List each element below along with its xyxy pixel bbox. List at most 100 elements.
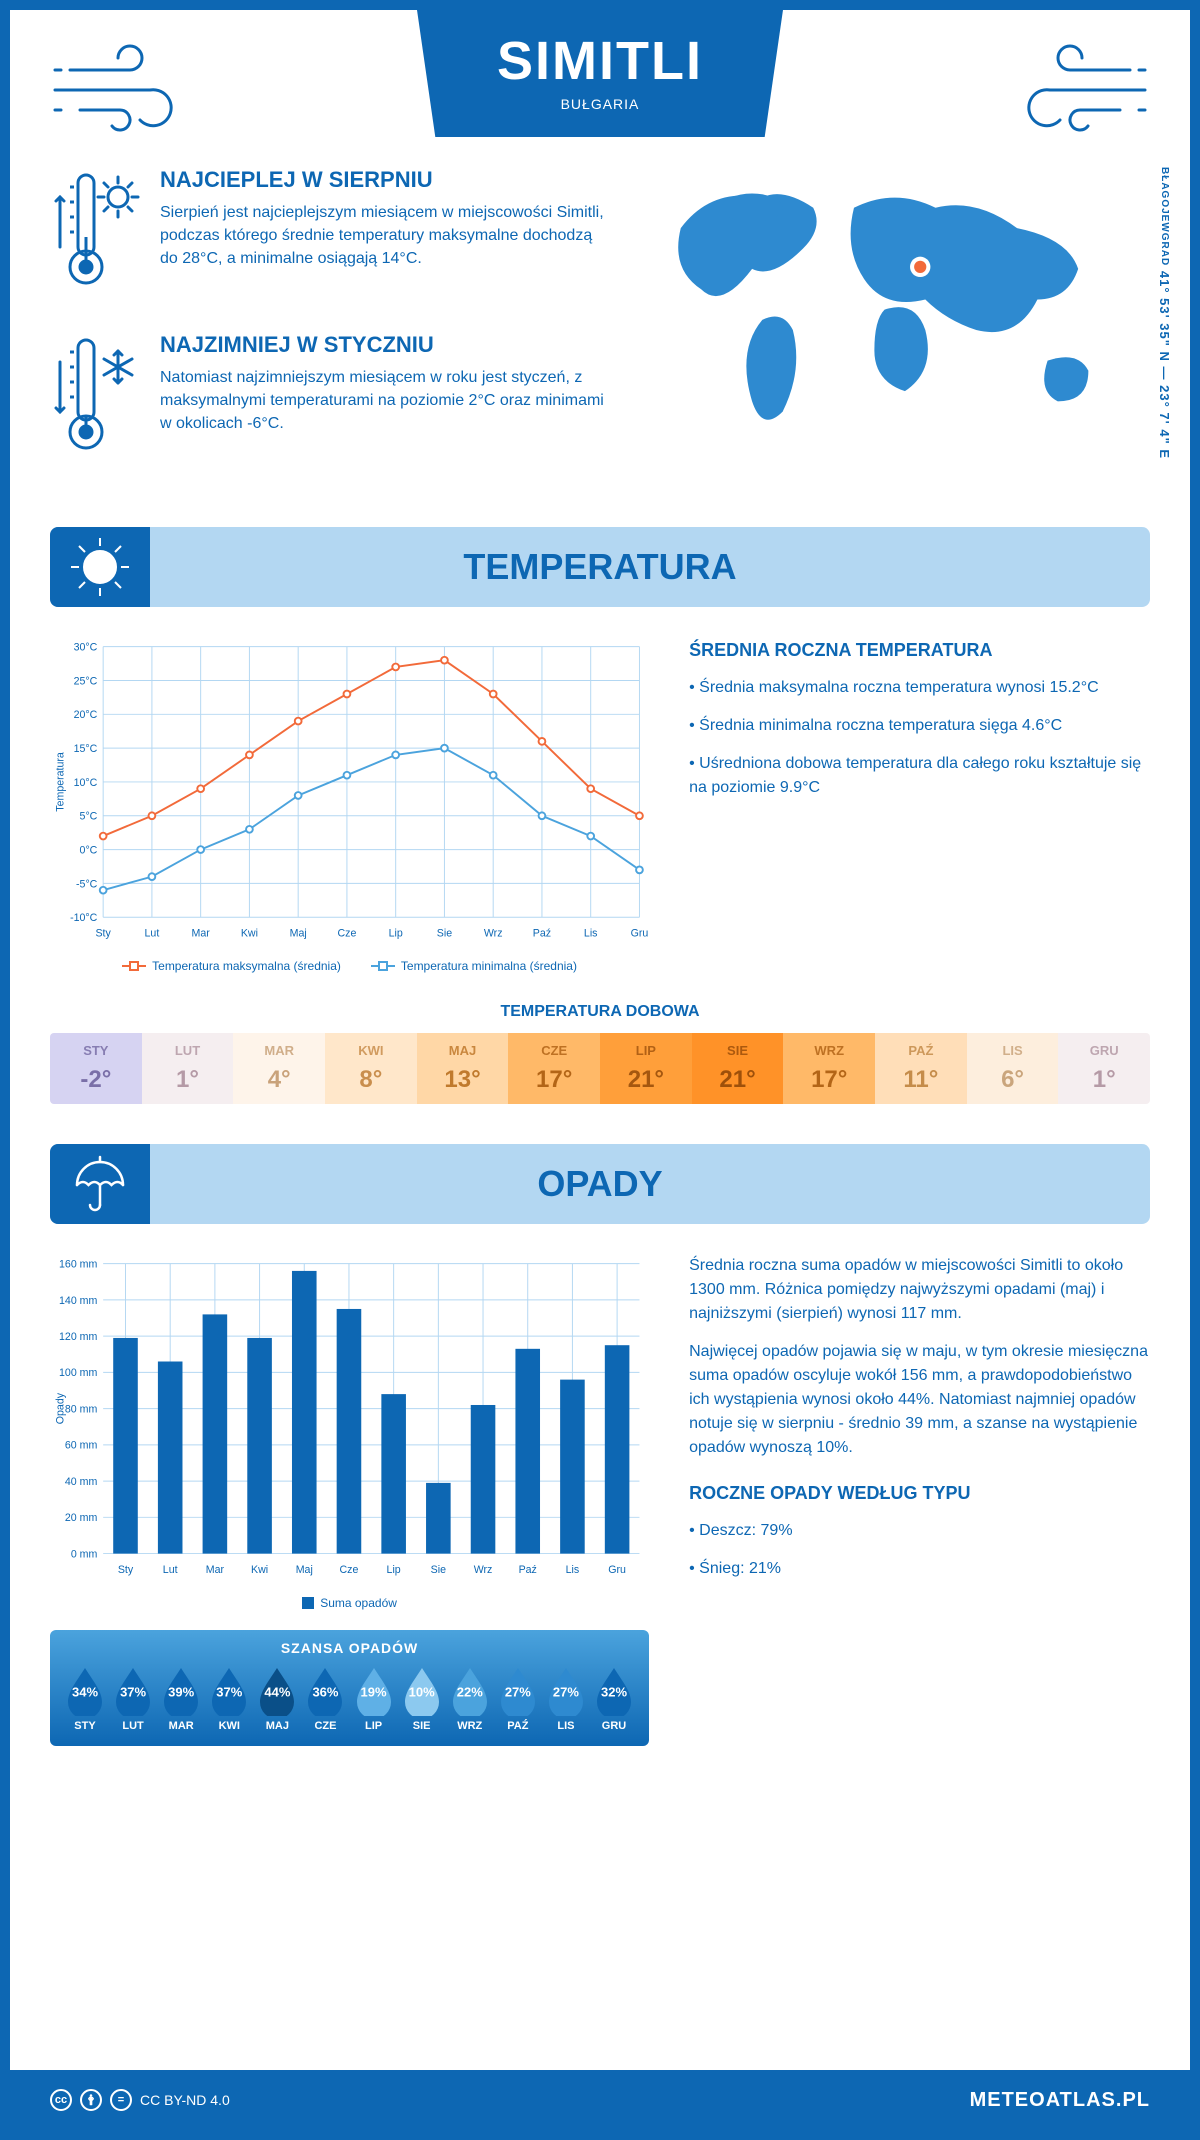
svg-text:Paź: Paź: [533, 928, 551, 940]
drop-item: 19%LIP: [353, 1664, 395, 1732]
svg-text:Lip: Lip: [389, 928, 403, 940]
license-text: CC BY-ND 4.0: [140, 2092, 230, 2108]
svg-text:Gru: Gru: [608, 1564, 626, 1576]
sun-icon: [50, 527, 150, 607]
temp-cell: GRU1°: [1058, 1033, 1150, 1104]
svg-text:25°C: 25°C: [74, 675, 98, 687]
svg-text:80 mm: 80 mm: [65, 1404, 98, 1416]
coords-text: 41° 53' 35" N — 23° 7' 4" E: [1157, 271, 1172, 459]
temp-bullet-3: • Uśredniona dobowa temperatura dla całe…: [689, 752, 1150, 800]
site-name: METEOATLAS.PL: [970, 2089, 1150, 2112]
svg-text:Lis: Lis: [566, 1564, 580, 1576]
drop-item: 22%WRZ: [449, 1664, 491, 1732]
country-subtitle: BUŁGARIA: [497, 96, 703, 112]
temp-cell: CZE17°: [508, 1033, 600, 1104]
drop-item: 32%GRU: [593, 1664, 635, 1732]
nd-icon: =: [110, 2089, 132, 2111]
temp-cell: LUT1°: [142, 1033, 234, 1104]
svg-text:Cze: Cze: [337, 928, 356, 940]
svg-text:Sie: Sie: [437, 928, 452, 940]
temperature-body: -10°C-5°C0°C5°C10°C15°C20°C25°C30°CStyLu…: [50, 637, 1150, 973]
precip-chance-panel: SZANSA OPADÓW 34%STY37%LUT39%MAR37%KWI44…: [50, 1630, 649, 1746]
license-block: cc 🛉 = CC BY-ND 4.0: [50, 2089, 230, 2111]
svg-text:20°C: 20°C: [74, 709, 98, 721]
svg-text:Lis: Lis: [584, 928, 598, 940]
drop-item: 36%CZE: [304, 1664, 346, 1732]
svg-text:Maj: Maj: [290, 928, 307, 940]
warmest-text: Sierpień jest najcieplejszym miesiącem w…: [160, 201, 610, 271]
legend-min: Temperatura minimalna (średnia): [401, 959, 577, 973]
warmest-title: NAJCIEPLEJ W SIERPNIU: [160, 167, 610, 193]
svg-text:Temperatura: Temperatura: [55, 752, 67, 812]
coldest-text: Natomiast najzimniejszym miesiącem w rok…: [160, 366, 610, 436]
svg-text:Opady: Opady: [55, 1393, 67, 1425]
drop-item: 44%MAJ: [256, 1664, 298, 1732]
temperature-line-chart: -10°C-5°C0°C5°C10°C15°C20°C25°C30°CStyLu…: [50, 637, 649, 951]
footer: cc 🛉 = CC BY-ND 4.0 METEOATLAS.PL: [10, 2070, 1190, 2130]
legend-max: Temperatura maksymalna (średnia): [152, 959, 341, 973]
temp-cell: SIE21°: [692, 1033, 784, 1104]
temp-cell: MAR4°: [233, 1033, 325, 1104]
svg-text:Wrz: Wrz: [484, 928, 503, 940]
temp-cell: WRZ17°: [783, 1033, 875, 1104]
svg-text:Sty: Sty: [95, 928, 111, 940]
world-map: [640, 167, 1150, 447]
city-title: SIMITLI: [497, 30, 703, 92]
svg-text:20 mm: 20 mm: [65, 1512, 98, 1524]
wind-icon-right: [1000, 10, 1150, 130]
region-label: BŁAGOJEWGRAD: [1159, 167, 1170, 266]
svg-text:0 mm: 0 mm: [71, 1549, 98, 1561]
svg-text:Paź: Paź: [519, 1564, 537, 1576]
svg-text:Kwi: Kwi: [251, 1564, 268, 1576]
thermometer-hot-icon: [50, 167, 140, 302]
svg-text:40 mm: 40 mm: [65, 1476, 98, 1488]
svg-text:Lip: Lip: [387, 1564, 401, 1576]
svg-text:-5°C: -5°C: [76, 878, 98, 890]
svg-text:160 mm: 160 mm: [59, 1259, 97, 1271]
precip-para-2: Najwięcej opadów pojawia się w maju, w t…: [689, 1340, 1150, 1460]
drop-item: 27%LIS: [545, 1664, 587, 1732]
svg-text:60 mm: 60 mm: [65, 1440, 98, 1452]
drop-item: 10%SIE: [401, 1664, 443, 1732]
temperature-title: TEMPERATURA: [150, 546, 1150, 588]
svg-text:Cze: Cze: [340, 1564, 359, 1576]
precipitation-body: 0 mm20 mm40 mm60 mm80 mm100 mm120 mm140 …: [50, 1254, 1150, 1746]
svg-text:Maj: Maj: [296, 1564, 313, 1576]
drop-item: 37%LUT: [112, 1664, 154, 1732]
daily-temp-table: STY-2°LUT1°MAR4°KWI8°MAJ13°CZE17°LIP21°S…: [50, 1033, 1150, 1104]
header: SIMITLI BUŁGARIA: [50, 10, 1150, 137]
coldest-fact: NAJZIMNIEJ W STYCZNIU Natomiast najzimni…: [50, 332, 610, 467]
drop-item: 27%PAŹ: [497, 1664, 539, 1732]
temp-cell: STY-2°: [50, 1033, 142, 1104]
coordinates: BŁAGOJEWGRAD 41° 53' 35" N — 23° 7' 4" E: [1157, 167, 1172, 459]
legend-precip: Suma opadów: [320, 1596, 397, 1610]
precipitation-header: OPADY: [50, 1144, 1150, 1224]
temperature-header: TEMPERATURA: [50, 527, 1150, 607]
precip-para-1: Średnia roczna suma opadów w miejscowośc…: [689, 1254, 1150, 1326]
svg-text:Sty: Sty: [118, 1564, 134, 1576]
coldest-title: NAJZIMNIEJ W STYCZNIU: [160, 332, 610, 358]
svg-text:Mar: Mar: [192, 928, 211, 940]
drop-item: 39%MAR: [160, 1664, 202, 1732]
title-banner: SIMITLI BUŁGARIA: [417, 10, 783, 137]
avg-temp-title: ŚREDNIA ROCZNA TEMPERATURA: [689, 637, 1150, 664]
svg-text:Sie: Sie: [431, 1564, 446, 1576]
temp-bullet-2: • Średnia minimalna roczna temperatura s…: [689, 714, 1150, 738]
svg-text:100 mm: 100 mm: [59, 1367, 97, 1379]
temp-cell: LIS6°: [967, 1033, 1059, 1104]
precip-by-type-title: ROCZNE OPADY WEDŁUG TYPU: [689, 1480, 1150, 1507]
svg-text:120 mm: 120 mm: [59, 1331, 97, 1343]
daily-temp-title: TEMPERATURA DOBOWA: [50, 1003, 1150, 1021]
precip-chance-title: SZANSA OPADÓW: [64, 1640, 635, 1656]
temp-cell: KWI8°: [325, 1033, 417, 1104]
temp-cell: MAJ13°: [417, 1033, 509, 1104]
umbrella-icon: [50, 1144, 150, 1224]
intro-row: NAJCIEPLEJ W SIERPNIU Sierpień jest najc…: [50, 167, 1150, 497]
warmest-fact: NAJCIEPLEJ W SIERPNIU Sierpień jest najc…: [50, 167, 610, 302]
svg-text:Lut: Lut: [163, 1564, 178, 1576]
wind-icon-left: [50, 10, 200, 130]
precipitation-title: OPADY: [150, 1163, 1150, 1205]
temp-chart-legend: Temperatura maksymalna (średnia) Tempera…: [50, 959, 649, 973]
svg-text:Gru: Gru: [631, 928, 649, 940]
precip-type-rain: • Deszcz: 79%: [689, 1519, 1150, 1543]
